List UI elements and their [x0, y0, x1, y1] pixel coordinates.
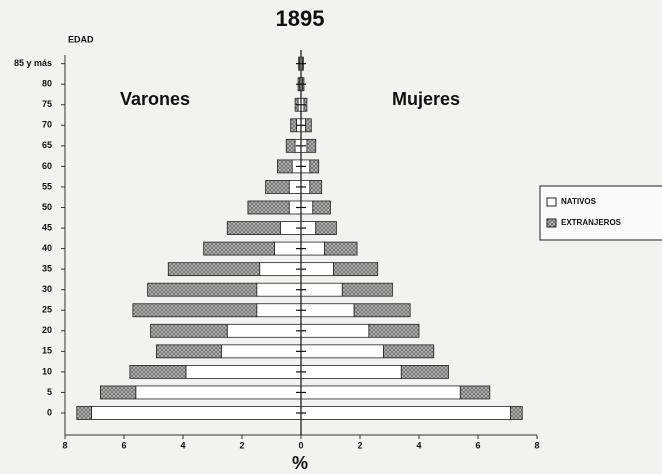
y-tick-label: 25	[42, 305, 52, 315]
bar	[300, 406, 511, 420]
y-axis-label: EDAD	[68, 34, 94, 44]
bar	[306, 138, 317, 153]
bar	[459, 385, 491, 400]
bar	[300, 303, 355, 318]
x-tick-label: 4	[416, 440, 421, 450]
x-tick-label: 2	[357, 440, 362, 450]
bar	[285, 138, 296, 153]
bar	[156, 344, 222, 359]
bar	[259, 262, 302, 277]
bar	[135, 385, 302, 400]
legend-swatch	[546, 197, 557, 207]
bar	[167, 262, 261, 277]
y-tick-label: 15	[42, 346, 52, 356]
bar	[91, 406, 302, 420]
bar	[309, 180, 323, 194]
bar	[300, 344, 384, 359]
bar	[76, 406, 92, 420]
bar	[383, 344, 435, 359]
bar	[353, 303, 411, 318]
y-tick-label: 40	[42, 243, 52, 253]
y-tick-label: 75	[42, 99, 52, 109]
bar	[226, 323, 302, 338]
x-tick-label: 8	[534, 440, 539, 450]
right-label: Mujeres	[392, 89, 460, 109]
bar	[300, 364, 402, 379]
x-tick-label: 2	[239, 440, 244, 450]
bar	[312, 200, 331, 215]
y-tick-label: 70	[42, 120, 52, 130]
y-tick-label: 0	[47, 407, 52, 417]
bar	[300, 282, 343, 297]
x-tick-label: 0	[298, 440, 303, 450]
bar	[305, 118, 312, 133]
bar	[333, 262, 379, 277]
bar	[290, 118, 297, 133]
y-tick-label: 80	[42, 79, 52, 89]
y-tick-label: 55	[42, 181, 52, 191]
bar	[226, 221, 281, 235]
y-tick-label: 50	[42, 202, 52, 212]
bar	[300, 385, 461, 400]
x-axis-label: %	[292, 453, 308, 473]
bar	[220, 344, 302, 359]
y-tick-label: 60	[42, 161, 52, 171]
bar	[400, 364, 449, 379]
y-tick-label: 5	[47, 387, 52, 397]
bar	[341, 282, 393, 297]
left-label: Varones	[120, 89, 190, 109]
bar	[368, 323, 420, 338]
bar	[315, 221, 337, 235]
bar	[276, 159, 293, 174]
x-tick-label: 6	[475, 440, 480, 450]
x-tick-label: 4	[180, 440, 185, 450]
bar	[185, 364, 302, 379]
bar	[256, 303, 302, 318]
bar	[247, 200, 290, 215]
y-tick-label: 65	[42, 140, 52, 150]
x-tick-label: 6	[121, 440, 126, 450]
y-tick-label: 85 y más	[14, 58, 52, 68]
bar	[300, 323, 370, 338]
bar	[100, 385, 137, 400]
bar	[309, 159, 320, 174]
bar	[265, 180, 290, 194]
legend-label: NATIVOS	[561, 197, 597, 206]
y-tick-label: 10	[42, 366, 52, 376]
y-tick-label: 45	[42, 222, 52, 232]
legend-box	[539, 185, 662, 241]
bar	[510, 406, 523, 420]
bar	[150, 323, 228, 338]
y-tick-label: 30	[42, 284, 52, 294]
bar	[132, 303, 258, 318]
bar	[147, 282, 258, 297]
bar	[129, 364, 187, 379]
legend-swatch	[546, 218, 557, 228]
y-tick-label: 35	[42, 264, 52, 274]
x-tick-label: 8	[62, 440, 67, 450]
bar	[324, 241, 358, 256]
chart-title: 1895	[276, 6, 325, 31]
y-tick-label: 20	[42, 325, 52, 335]
bar	[203, 241, 275, 256]
bar	[256, 282, 302, 297]
legend-label: EXTRANJEROS	[561, 218, 622, 227]
